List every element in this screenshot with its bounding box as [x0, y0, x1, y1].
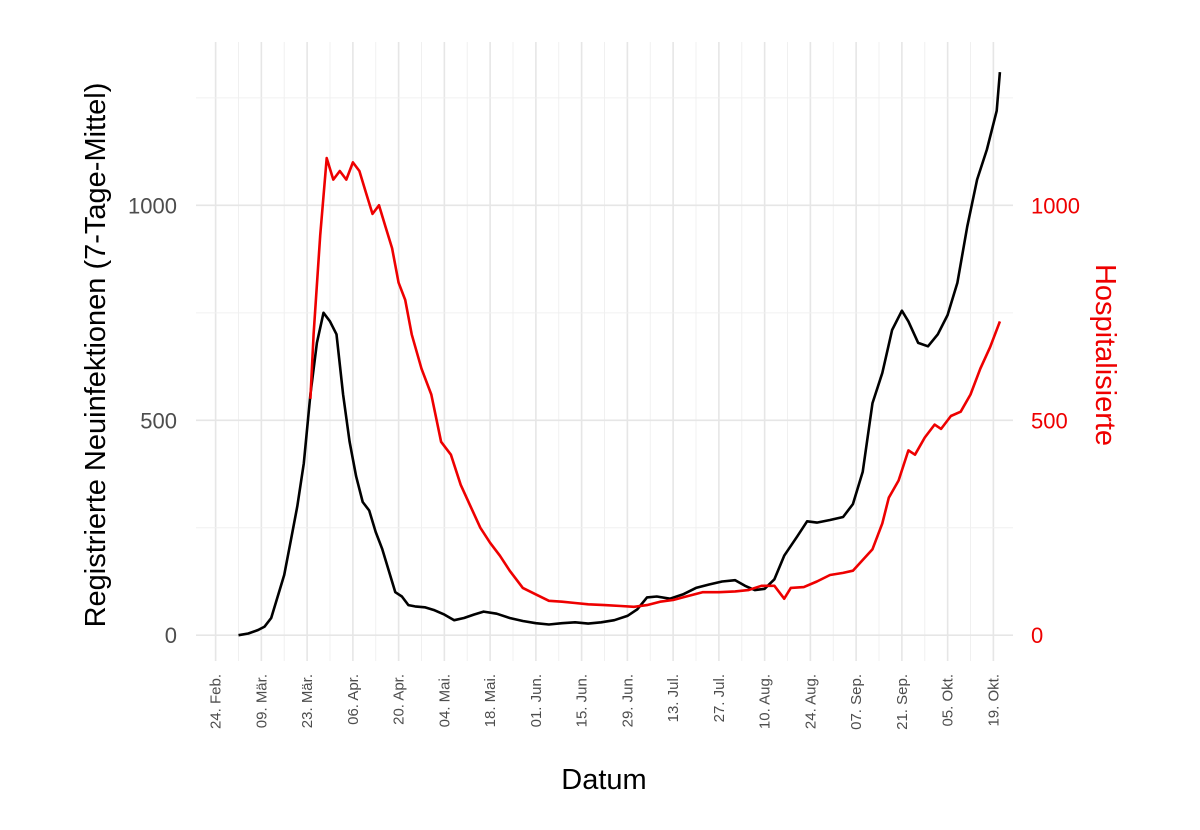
y-tick-label-left: 1000 [128, 193, 177, 218]
x-tick-label: 15. Jun. [574, 674, 591, 727]
y-tick-label-right: 0 [1031, 623, 1043, 648]
x-tick-label: 18. Mai. [482, 674, 499, 727]
y-axis-left: 0 500 1000 [128, 193, 177, 648]
y-tick-label-right: 1000 [1031, 193, 1080, 218]
x-tick-label: 23. Mär. [299, 674, 316, 728]
grid [196, 42, 1013, 661]
x-tick-label: 19. Okt. [985, 674, 1002, 727]
x-tick-label: 24. Aug. [802, 674, 819, 729]
x-tick-label: 10. Aug. [757, 674, 774, 729]
x-axis: 24. Feb. 09. Mär. 23. Mär. 06. Apr. 20. Apr.… [208, 674, 1003, 730]
x-axis-label: Datum [561, 764, 646, 796]
series-group [238, 71, 1002, 637]
x-tick-label: 04. Mai. [436, 674, 453, 727]
x-tick-label: 06. Apr. [345, 674, 362, 725]
y-axis-label-left: Registrierte Neuinfektionen (7-Tage-Mitt… [80, 83, 112, 628]
series-line-1 [238, 71, 1002, 637]
x-tick-label: 21. Sep. [894, 674, 911, 730]
y-tick-label-left: 500 [140, 408, 177, 433]
x-tick-label: 29. Jun. [619, 674, 636, 727]
y-axis-label-right: Hospitalisierte [1089, 264, 1121, 446]
x-tick-label: 01. Jun. [528, 674, 545, 727]
x-tick-label: 05. Okt. [940, 674, 957, 727]
series-line-2 [309, 156, 1002, 609]
y-axis-right: 0 500 1000 [1031, 193, 1080, 648]
y-tick-label-left: 0 [165, 623, 177, 648]
x-tick-label: 27. Jul. [711, 674, 728, 722]
y-tick-label-right: 500 [1031, 408, 1068, 433]
x-tick-label: 13. Jul. [665, 674, 682, 722]
x-tick-label: 07. Sep. [848, 674, 865, 730]
x-tick-label: 24. Feb. [208, 674, 225, 729]
x-tick-label: 20. Apr. [391, 674, 408, 725]
x-tick-label: 09. Mär. [253, 674, 270, 728]
